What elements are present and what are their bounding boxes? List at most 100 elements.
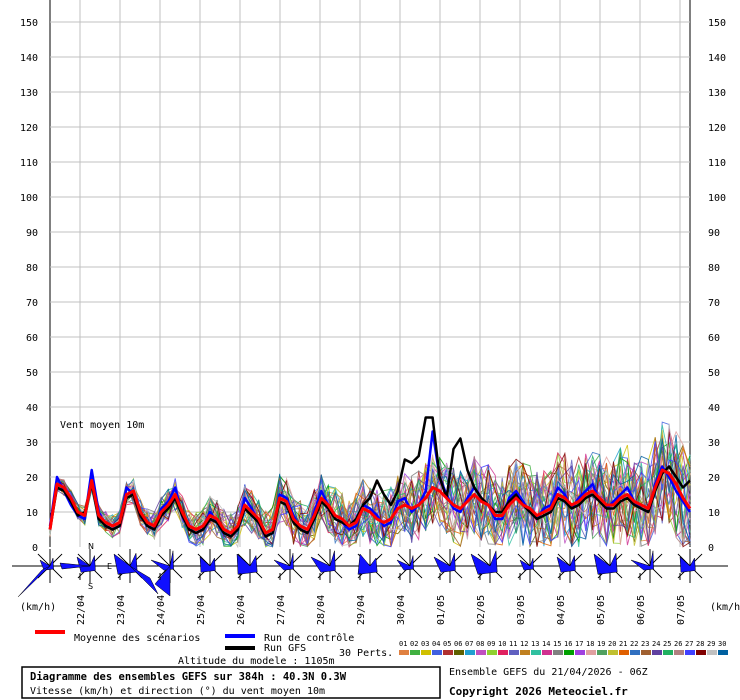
- wind-rose: [233, 549, 267, 583]
- pert-label: 02: [410, 640, 418, 648]
- gfs-line: [48, 416, 691, 538]
- y-tick-label-right: 40: [708, 403, 720, 414]
- y-tick-label-left: 50: [26, 368, 38, 379]
- footer-title: Diagramme des ensembles GEFS sur 384h : …: [30, 671, 347, 683]
- pert-swatch: [630, 650, 640, 655]
- pert-label: 09: [487, 640, 495, 648]
- y-tick-label-right: 20: [708, 473, 720, 484]
- y-tick-label-left: 90: [26, 228, 38, 239]
- y-tick-label-left: 70: [26, 298, 38, 309]
- legend-swatch-gfs: [225, 646, 255, 650]
- pert-swatch: [553, 650, 563, 655]
- y-tick-label-left: 120: [20, 123, 38, 134]
- pert-swatch: [586, 650, 596, 655]
- pert-swatch: [410, 650, 420, 655]
- rose-petal: [76, 555, 96, 573]
- main-lines: [48, 416, 692, 538]
- rose-petal-long: [17, 565, 51, 598]
- pert-swatch: [564, 650, 574, 655]
- x-tick-label: 01/05: [436, 595, 447, 625]
- pert-label: 19: [597, 640, 605, 648]
- wind-rose: [470, 549, 507, 583]
- wind-rose: [553, 549, 587, 583]
- pert-swatch: [597, 650, 607, 655]
- rose-petal: [433, 553, 456, 573]
- pert-label: 15: [553, 640, 561, 648]
- y-tick-label-left: 10: [26, 508, 38, 519]
- chart-label: Vent moyen 10m: [60, 420, 144, 431]
- x-tick-label: 22/04: [76, 595, 87, 625]
- pert-swatch: [509, 650, 519, 655]
- rose-petal-long: [154, 565, 171, 597]
- y-tick-label-right: 0: [708, 543, 714, 554]
- run-info: Ensemble GEFS du 21/04/2026 - 06Z: [449, 667, 648, 678]
- rose-petal: [396, 555, 414, 571]
- x-tick-label: 05/05: [596, 595, 607, 625]
- rose-petal: [679, 556, 696, 573]
- y-tick-label-right: 80: [708, 263, 720, 274]
- pert-swatch: [718, 650, 728, 655]
- footer-box: Diagramme des ensembles GEFS sur 384h : …: [21, 666, 441, 699]
- y-tick-label-right: 30: [708, 438, 720, 449]
- pert-swatch: [542, 650, 552, 655]
- y-tick-label-left: 60: [26, 333, 38, 344]
- y-tick-label-left: 140: [20, 53, 38, 64]
- x-tick-label: 03/05: [516, 595, 527, 625]
- pert-swatch: [443, 650, 453, 655]
- perturbation-legend: 01 02 03 04 05 06 07 08 09 10 11 12 13 14 15 16 17 18 19 20…: [399, 640, 728, 655]
- pert-swatch: [498, 650, 508, 655]
- pert-swatch: [476, 650, 486, 655]
- pert-label: 08: [476, 640, 484, 648]
- x-tick-label: 07/05: [676, 595, 687, 625]
- pert-swatch: [696, 650, 706, 655]
- unit-label-right: (km/h): [710, 602, 740, 613]
- pert-label: 16: [564, 640, 572, 648]
- legend-swatch-control: [225, 634, 255, 638]
- copyright: Copyright 2026 Meteociel.fr: [449, 685, 628, 698]
- pert-swatch: [531, 650, 541, 655]
- pert-label: 21: [619, 640, 627, 648]
- mean-line: [48, 468, 692, 535]
- pert-label: 14: [542, 640, 550, 648]
- pert-swatch: [674, 650, 684, 655]
- wind-rose: [433, 549, 467, 583]
- rose-petal: [310, 550, 336, 573]
- rose-petal: [593, 553, 618, 575]
- pert-label: 17: [575, 640, 583, 648]
- pert-label: 27: [685, 640, 693, 648]
- y-tick-label-left: 30: [26, 438, 38, 449]
- legend: Moyenne des scénarios Run de contrôle Ru…: [35, 630, 728, 667]
- rose-petal: [199, 556, 216, 573]
- wind-rose: [593, 549, 627, 583]
- y-tick-label-left: 20: [26, 473, 38, 484]
- pert-swatch: [663, 650, 673, 655]
- wind-roses: N S E: [12, 542, 728, 598]
- wind-rose: [630, 549, 667, 583]
- pert-swatch: [487, 650, 497, 655]
- y-tick-label-right: 110: [708, 158, 726, 169]
- pert-label: 20: [608, 640, 616, 648]
- compass-north: N: [88, 542, 94, 551]
- x-tick-label: 29/04: [356, 595, 367, 625]
- y-tick-label-left: 80: [26, 263, 38, 274]
- pert-label: 04: [432, 640, 440, 648]
- pert-swatch: [575, 650, 585, 655]
- rose-petal: [470, 550, 498, 575]
- pert-swatch: [707, 650, 717, 655]
- y-tick-label-right: 130: [708, 88, 726, 99]
- wind-rose: [673, 549, 707, 583]
- pert-label: 29: [707, 640, 715, 648]
- member-line: [49, 451, 691, 548]
- pert-label: 26: [674, 640, 682, 648]
- rose-petal: [273, 553, 294, 571]
- wind-rose: [353, 549, 387, 583]
- pert-swatch: [454, 650, 464, 655]
- rose-petal: [556, 555, 576, 573]
- pert-swatch: [432, 650, 442, 655]
- x-tick-label: 28/04: [316, 595, 327, 625]
- rose-petal: [39, 557, 54, 571]
- x-tick-label: 02/05: [476, 595, 487, 625]
- y-tick-label-left: 110: [20, 158, 38, 169]
- pert-label: 22: [630, 640, 638, 648]
- pert-swatch: [465, 650, 475, 655]
